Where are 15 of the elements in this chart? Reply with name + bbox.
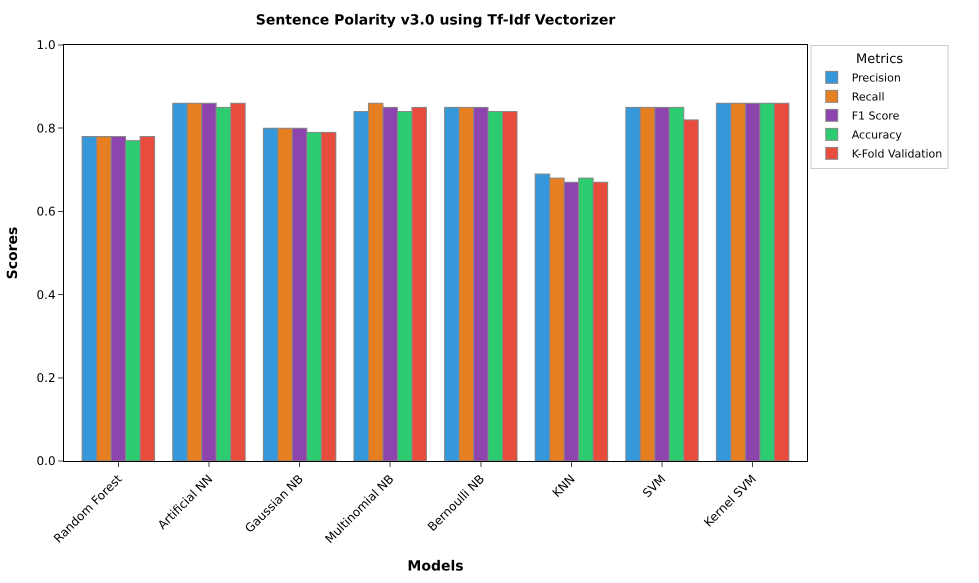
legend-label: F1 Score <box>852 110 900 123</box>
legend-label: K-Fold Validation <box>852 148 942 161</box>
y-tick-label: 0.6 <box>36 204 56 219</box>
x-axis-title: Models <box>407 558 464 574</box>
y-tick-label: 0.2 <box>36 371 56 385</box>
legend-title: Metrics <box>856 52 904 67</box>
legend-label: Accuracy <box>852 128 902 142</box>
y-tick-label: 0.8 <box>36 121 56 136</box>
y-tick-label: 1.0 <box>36 38 56 52</box>
chart-title: Sentence Polarity v3.0 using Tf-Idf Vectorizer <box>256 12 616 28</box>
legend-label: Recall <box>852 90 885 104</box>
y-axis-title: Scores <box>5 226 22 280</box>
y-tick-label: 0.4 <box>36 288 56 302</box>
legend-label: Precision <box>852 72 901 85</box>
y-tick-label: 0.0 <box>36 454 56 468</box>
